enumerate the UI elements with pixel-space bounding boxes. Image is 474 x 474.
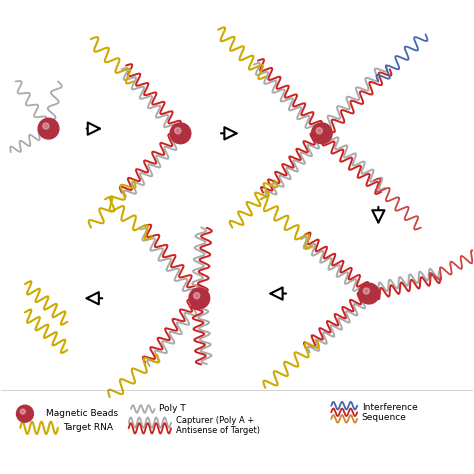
Circle shape bbox=[189, 288, 210, 309]
Circle shape bbox=[176, 129, 184, 137]
Circle shape bbox=[315, 126, 329, 141]
Circle shape bbox=[38, 118, 59, 139]
Text: Capturer (Poly A +
Antisense of Target): Capturer (Poly A + Antisense of Target) bbox=[176, 416, 260, 435]
Circle shape bbox=[358, 283, 379, 304]
Circle shape bbox=[21, 410, 28, 417]
Circle shape bbox=[170, 123, 191, 144]
Circle shape bbox=[192, 291, 207, 306]
Circle shape bbox=[20, 409, 26, 414]
Circle shape bbox=[45, 125, 53, 133]
Circle shape bbox=[195, 294, 203, 302]
Circle shape bbox=[316, 128, 322, 134]
Text: Poly T: Poly T bbox=[159, 404, 186, 413]
Circle shape bbox=[365, 290, 373, 298]
Circle shape bbox=[362, 286, 376, 301]
Circle shape bbox=[17, 405, 34, 422]
Text: Magnetic Beads: Magnetic Beads bbox=[46, 409, 118, 418]
Text: Interference
Sequence: Interference Sequence bbox=[362, 402, 418, 422]
Circle shape bbox=[19, 408, 31, 419]
Circle shape bbox=[311, 123, 332, 144]
Text: Target RNA: Target RNA bbox=[63, 423, 113, 432]
Circle shape bbox=[363, 288, 369, 294]
Circle shape bbox=[41, 121, 56, 136]
Circle shape bbox=[318, 129, 326, 137]
Circle shape bbox=[175, 128, 181, 134]
Circle shape bbox=[193, 292, 200, 299]
Circle shape bbox=[43, 123, 49, 129]
Circle shape bbox=[173, 126, 188, 141]
